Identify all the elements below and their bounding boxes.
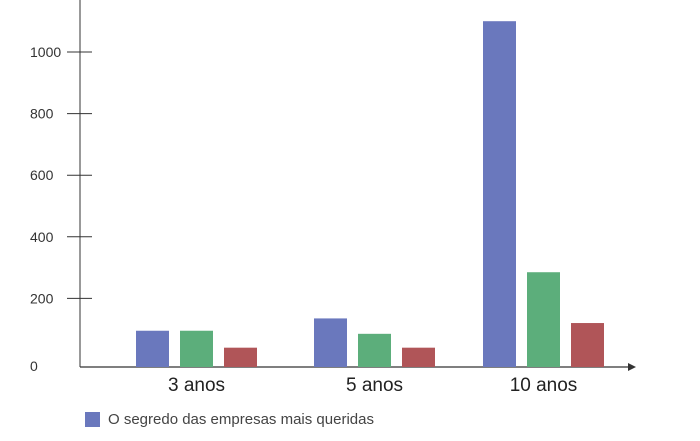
legend: O segredo das empresas mais queridas <box>85 411 374 428</box>
bar-3-anos-series-1 <box>136 330 169 367</box>
bar-10-anos-series-2 <box>527 272 560 367</box>
legend-swatch-series-1 <box>85 412 100 427</box>
bar-3-anos-series-2 <box>180 330 213 367</box>
y-tick-label-400: 400 <box>30 229 54 245</box>
bar-10-anos-series-3 <box>571 323 604 367</box>
x-axis-arrow <box>628 363 636 371</box>
y-tick-label-800: 800 <box>30 106 54 122</box>
x-tick-label-10-anos: 10 anos <box>510 375 578 396</box>
bar-3-anos-series-3 <box>224 347 257 367</box>
y-tick-label-1000: 1000 <box>30 44 61 60</box>
y-tick-label-0: 0 <box>30 358 38 374</box>
bar-10-anos-series-1 <box>483 21 516 367</box>
bar-5-anos-series-2 <box>358 333 391 367</box>
bar-5-anos-series-3 <box>402 347 435 367</box>
y-tick-label-200: 200 <box>30 290 54 306</box>
x-tick-label-3-anos: 3 anos <box>168 375 225 396</box>
x-tick-label-5-anos: 5 anos <box>346 375 403 396</box>
bar-5-anos-series-1 <box>314 318 347 367</box>
y-tick-label-600: 600 <box>30 167 54 183</box>
legend-label-series-1: O segredo das empresas mais queridas <box>108 411 374 428</box>
